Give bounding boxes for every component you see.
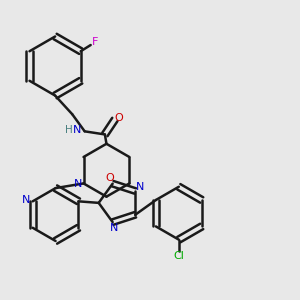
Text: O: O <box>115 113 124 123</box>
Text: N: N <box>110 223 118 233</box>
Text: Cl: Cl <box>173 251 184 261</box>
Text: F: F <box>92 37 98 47</box>
Text: H: H <box>65 125 73 135</box>
Text: O: O <box>106 173 115 183</box>
Text: N: N <box>73 125 82 135</box>
Text: N: N <box>136 182 144 192</box>
Text: N: N <box>74 179 82 189</box>
Text: N: N <box>22 195 31 206</box>
